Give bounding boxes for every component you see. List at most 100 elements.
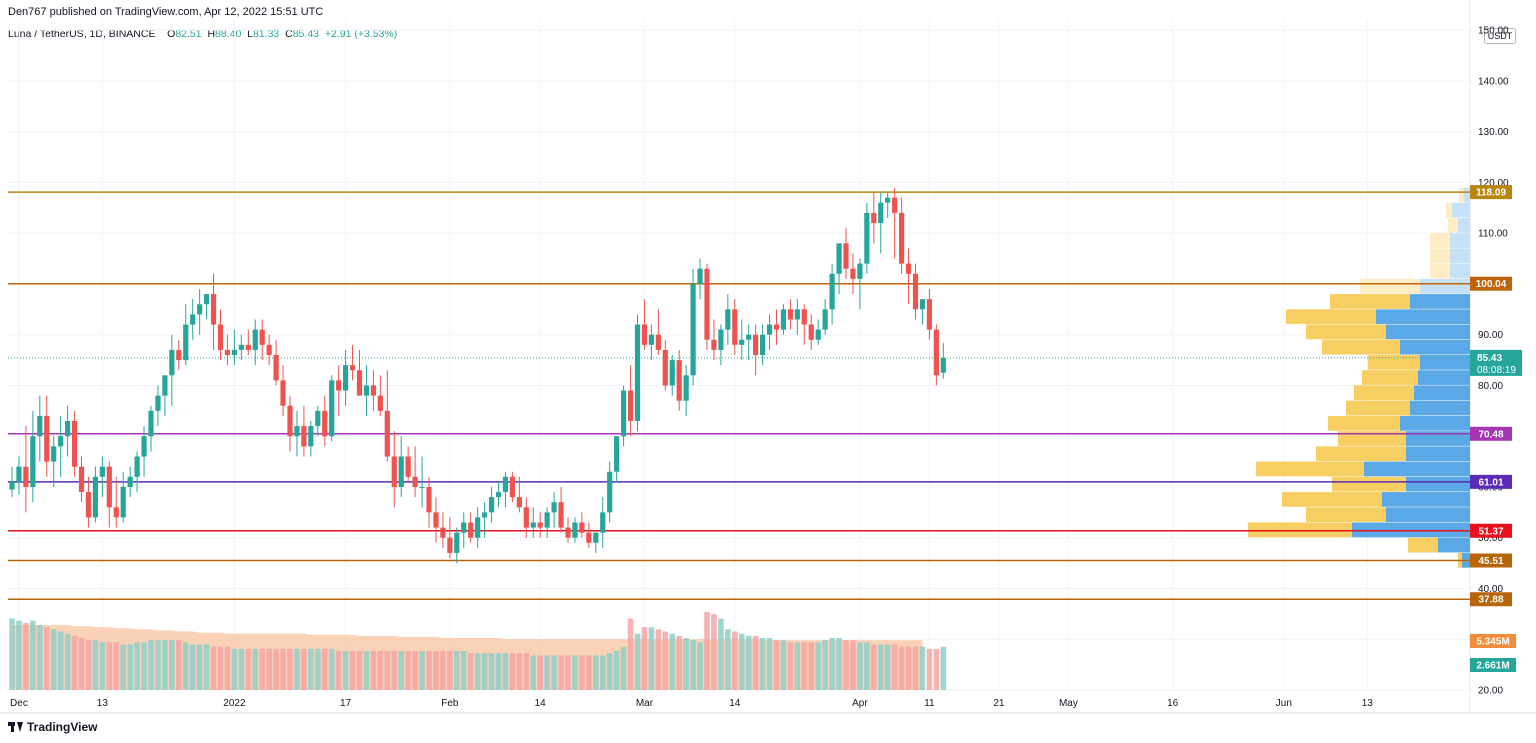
candle-body — [558, 502, 564, 528]
volume-bar — [641, 627, 648, 690]
volume-bar — [245, 648, 252, 690]
candle-body — [336, 380, 342, 391]
candle-body — [697, 268, 703, 284]
profile-bar-up — [1256, 461, 1364, 477]
candle-body — [370, 385, 376, 396]
candle-body — [259, 329, 265, 345]
volume-bar — [370, 651, 377, 690]
candle-body — [871, 212, 877, 224]
volume-bar — [252, 648, 259, 690]
candle-body — [426, 486, 432, 513]
volume-bar — [92, 640, 99, 690]
profile-bar-up — [1248, 522, 1352, 538]
profile-bar-down — [1400, 415, 1470, 431]
volume-bar — [169, 640, 175, 690]
candle-body — [176, 349, 182, 361]
x-tick-label: Dec — [10, 698, 28, 709]
x-tick-label: 13 — [1362, 698, 1374, 709]
volume-bar — [328, 648, 335, 690]
candle-body — [356, 370, 363, 396]
candle-body — [704, 268, 710, 340]
volume-bar — [738, 633, 745, 690]
x-tick-label: 11 — [924, 698, 935, 709]
candle-body — [51, 446, 57, 462]
candle-body — [78, 466, 85, 493]
candle-body — [495, 492, 502, 498]
candle-body — [447, 537, 453, 553]
candle-body — [648, 334, 654, 345]
candle-body — [905, 263, 912, 274]
volume-bar — [843, 640, 849, 690]
candle-body — [294, 426, 300, 437]
candle-body — [676, 360, 682, 401]
symbol-title[interactable]: Luna / TetherUS, 1D, BINANCE — [8, 28, 156, 40]
profile-bar-up — [1286, 309, 1376, 325]
volume-bar — [301, 648, 307, 690]
candle-body — [245, 344, 251, 350]
candle-body — [412, 476, 418, 487]
level-price-label: 51.37 — [1478, 526, 1503, 537]
currency-button[interactable]: USDT — [1484, 28, 1516, 44]
horizontal-levels: 118.09 100.04 70.48 61.01 51.37 45.51 37.88 — [8, 185, 1512, 607]
x-tick-label: 16 — [1167, 698, 1179, 709]
candle-body — [169, 349, 175, 376]
candle-body — [266, 344, 272, 355]
volume-bar — [342, 651, 349, 690]
volume-bar — [134, 642, 140, 690]
x-tick-label: 14 — [535, 698, 547, 709]
candle-body — [801, 309, 807, 325]
symbol-legend: Luna / TetherUS, 1D, BINANCE O82.51 H88.… — [8, 28, 397, 40]
volume-value-tag — [1470, 658, 1516, 672]
volume-bar — [71, 635, 78, 690]
candle-body — [468, 522, 474, 538]
candle-body — [308, 426, 314, 447]
candle-body — [349, 365, 356, 371]
candle-body — [600, 512, 606, 533]
candle-body — [794, 309, 800, 320]
open-value: 82.51 — [175, 28, 202, 40]
level-price-label: 45.51 — [1478, 556, 1503, 567]
candle-body — [655, 334, 661, 350]
tradingview-logo[interactable]: TradingView — [8, 720, 97, 734]
volume-bar — [495, 653, 502, 690]
volume-bar — [196, 644, 203, 690]
profile-bar-up — [1306, 324, 1386, 340]
volume-bar — [919, 646, 926, 690]
profile-bar-down — [1464, 187, 1470, 203]
volume-bar — [189, 644, 196, 690]
volume-bar — [127, 644, 133, 690]
candle-body — [482, 512, 488, 518]
volume-bar — [481, 653, 488, 690]
candle-body — [113, 507, 119, 518]
candle-body — [148, 410, 154, 437]
change-value: +2.91 (+3.53%) — [324, 28, 398, 40]
volume-bar — [787, 642, 794, 690]
candle-body — [162, 375, 168, 396]
volume-profile — [1248, 187, 1470, 568]
level-price-tag — [1470, 185, 1512, 200]
volume-bar — [287, 648, 293, 690]
volume-bar — [308, 648, 314, 690]
volume-bar — [398, 651, 404, 690]
candle-body — [551, 502, 557, 513]
level-price-label: 37.88 — [1478, 595, 1503, 606]
volume-bar — [516, 653, 523, 690]
close-value: 85.43 — [292, 28, 319, 40]
candle-body — [190, 314, 196, 325]
candle-body — [843, 243, 849, 269]
profile-bar-down — [1382, 492, 1470, 507]
volume-bar — [523, 653, 530, 690]
volume-bar — [586, 655, 592, 690]
volume-bar — [294, 648, 300, 690]
y-tick-label: 150.00 — [1478, 26, 1509, 37]
y-tick-label: 20.00 — [1478, 686, 1503, 697]
volume-bar — [9, 618, 15, 690]
volume-bar — [829, 638, 835, 690]
candle-body — [231, 349, 237, 355]
candle-body — [322, 410, 328, 437]
candle-body — [85, 492, 92, 518]
volume-bar — [16, 620, 22, 690]
x-tick-label: 17 — [340, 698, 352, 709]
candle-body — [120, 486, 126, 518]
